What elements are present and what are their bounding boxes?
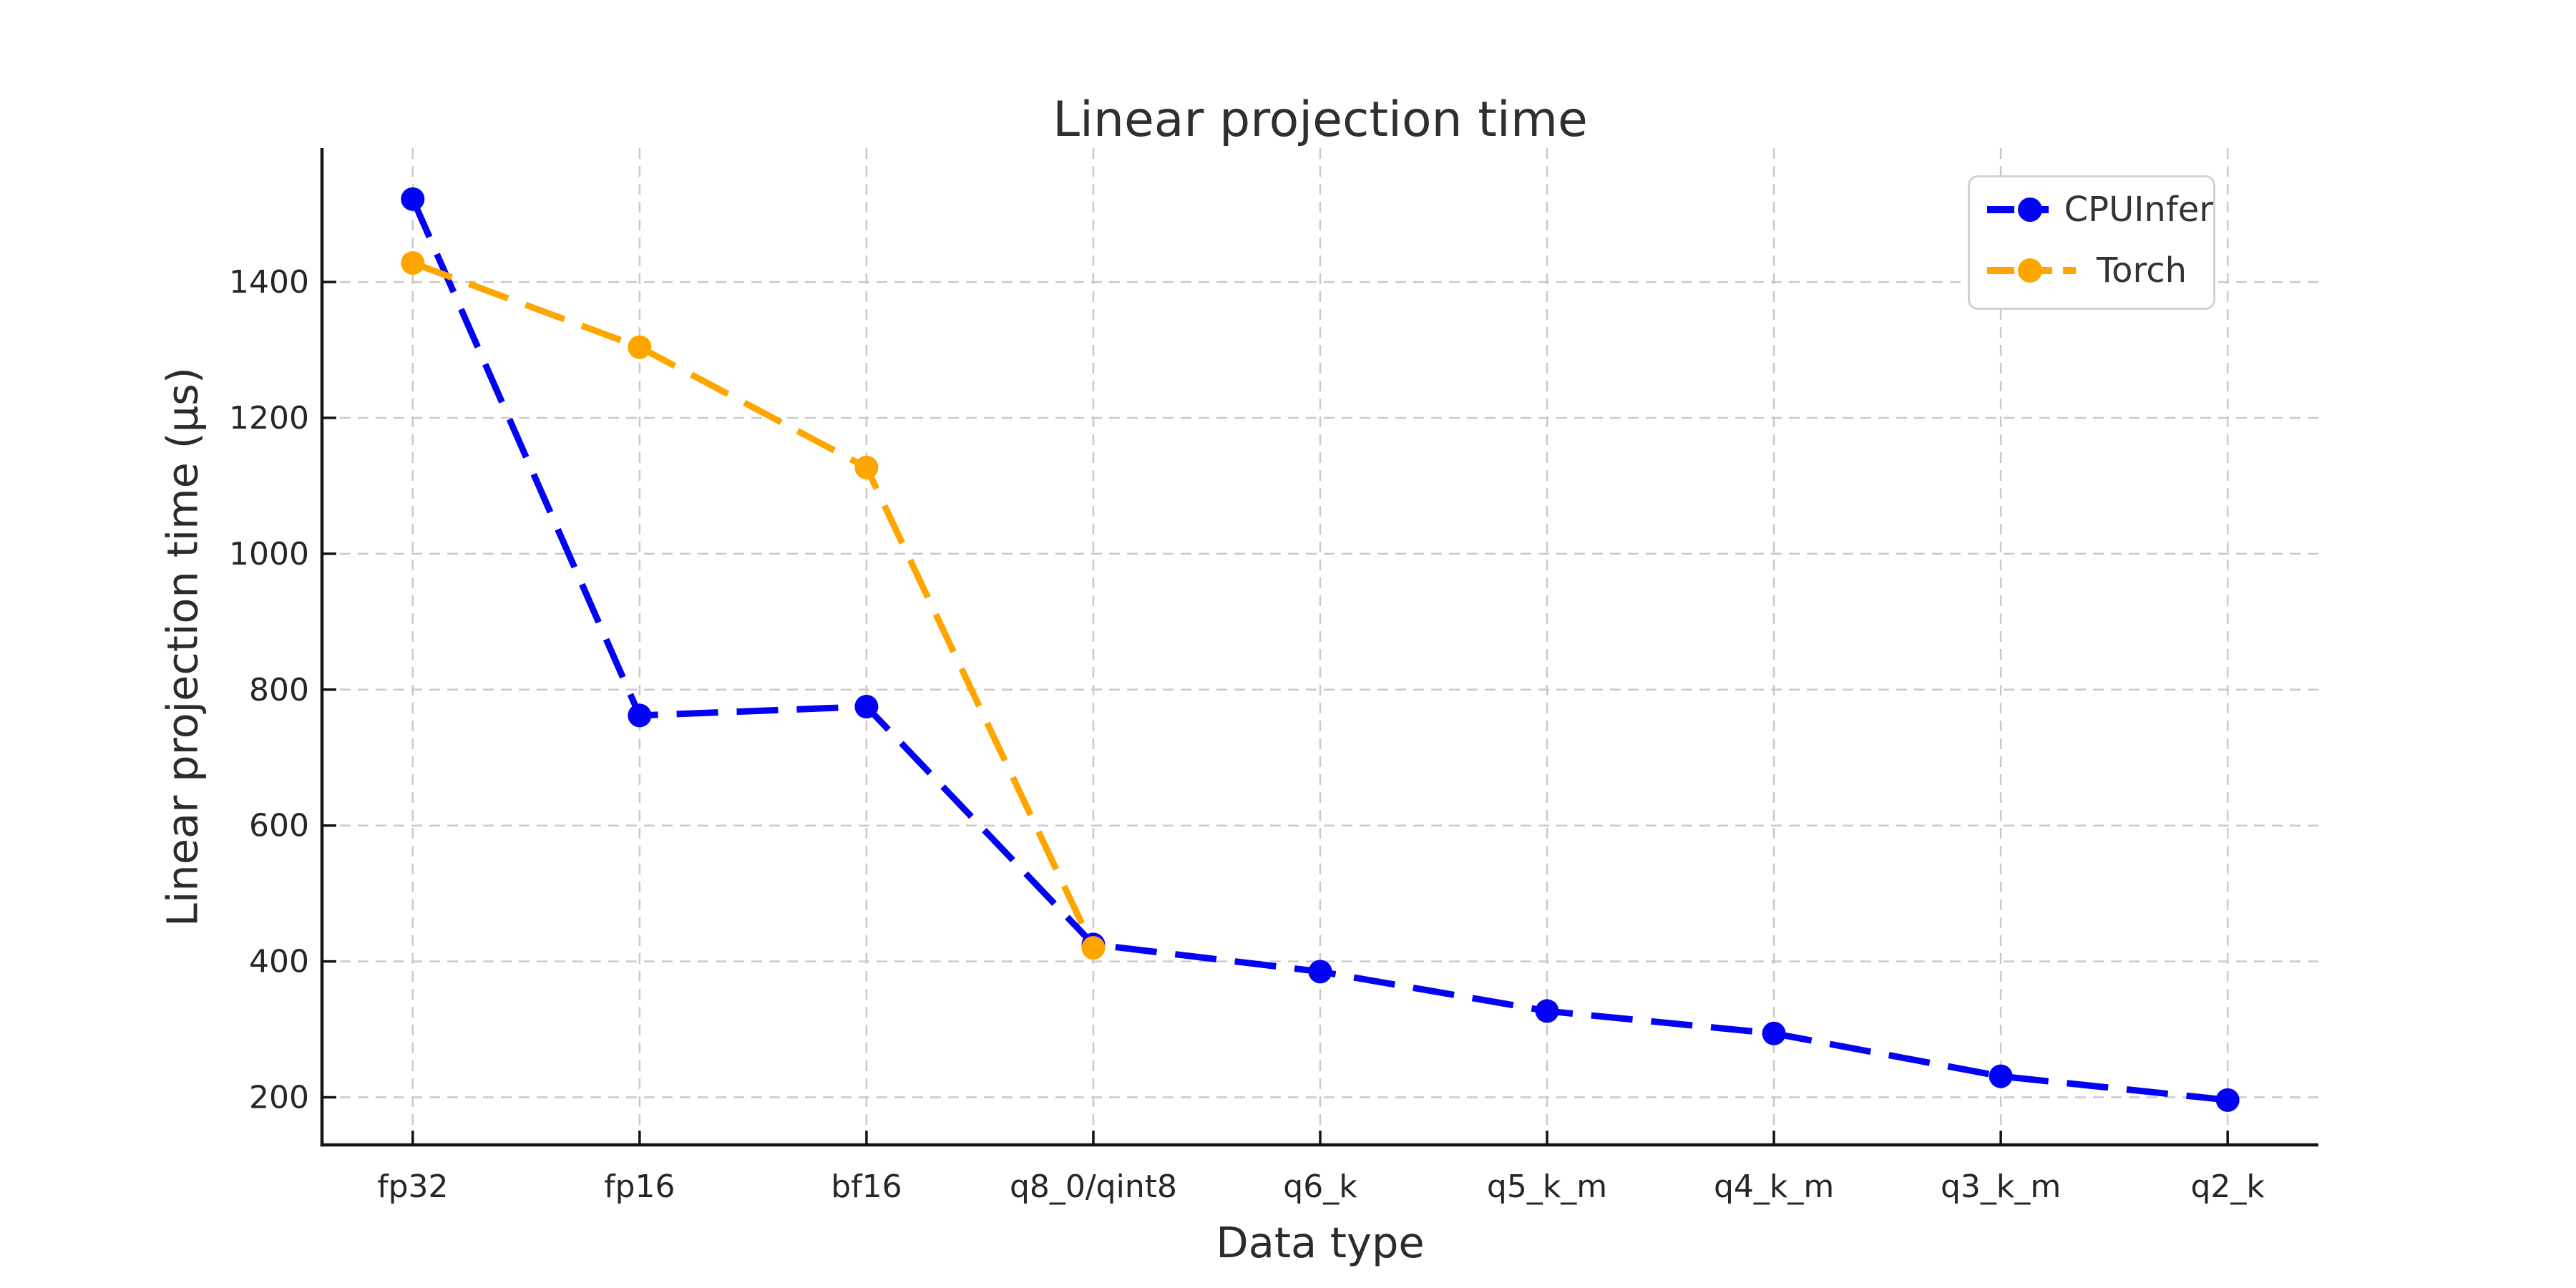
data-point-cpuinfer xyxy=(1535,999,1559,1023)
x-tick-label: fp16 xyxy=(604,1169,675,1205)
chart-title: Linear projection time xyxy=(1053,92,1588,148)
x-tick-label: q8_0/qint8 xyxy=(1010,1169,1177,1205)
legend-item-torch: Torch xyxy=(1984,248,2213,293)
data-point-torch xyxy=(628,335,652,359)
x-tick-label: q5_k_m xyxy=(1487,1169,1607,1205)
x-tick-label: q2_k xyxy=(2190,1169,2265,1205)
data-point-cpuinfer xyxy=(1989,1064,2013,1088)
data-point-torch xyxy=(854,455,879,479)
y-axis-label: Linear projection time (μs) xyxy=(157,367,208,927)
x-tick-label: q6_k xyxy=(1283,1169,1357,1205)
series-line-torch xyxy=(411,260,1097,950)
data-point-cpuinfer xyxy=(1762,1021,1786,1045)
x-tick-label: q3_k_m xyxy=(1941,1169,2061,1205)
x-tick-label: fp32 xyxy=(377,1169,448,1205)
y-tick-label: 600 xyxy=(249,808,309,844)
y-tick-label: 800 xyxy=(249,672,309,708)
y-tick-label: 200 xyxy=(249,1080,309,1116)
data-point-cpuinfer xyxy=(2215,1088,2240,1112)
y-tick-label: 1000 xyxy=(229,536,309,572)
y-tick-label: 400 xyxy=(249,944,309,980)
data-point-cpuinfer xyxy=(1308,960,1332,984)
x-axis-label: Data type xyxy=(1216,1218,1425,1267)
y-tick-label: 1400 xyxy=(229,264,309,301)
legend-line-sample-icon xyxy=(1987,258,2076,283)
x-tick-label: q4_k_m xyxy=(1714,1169,1834,1205)
data-point-torch xyxy=(401,250,425,275)
data-point-cpuinfer xyxy=(401,187,425,211)
legend-line-sample-icon xyxy=(1987,197,2049,222)
x-tick-label: bf16 xyxy=(831,1169,902,1205)
legend-label: Torch xyxy=(2097,250,2187,291)
data-point-torch xyxy=(1081,936,1106,960)
data-point-cpuinfer xyxy=(854,695,879,719)
legend: CPUInfer Torch xyxy=(1968,175,2215,310)
y-tick-label: 1200 xyxy=(229,400,309,436)
legend-item-cpuinfer: CPUInfer xyxy=(1984,187,2213,232)
data-point-cpuinfer xyxy=(628,703,652,728)
legend-label: CPUInfer xyxy=(2064,190,2213,230)
